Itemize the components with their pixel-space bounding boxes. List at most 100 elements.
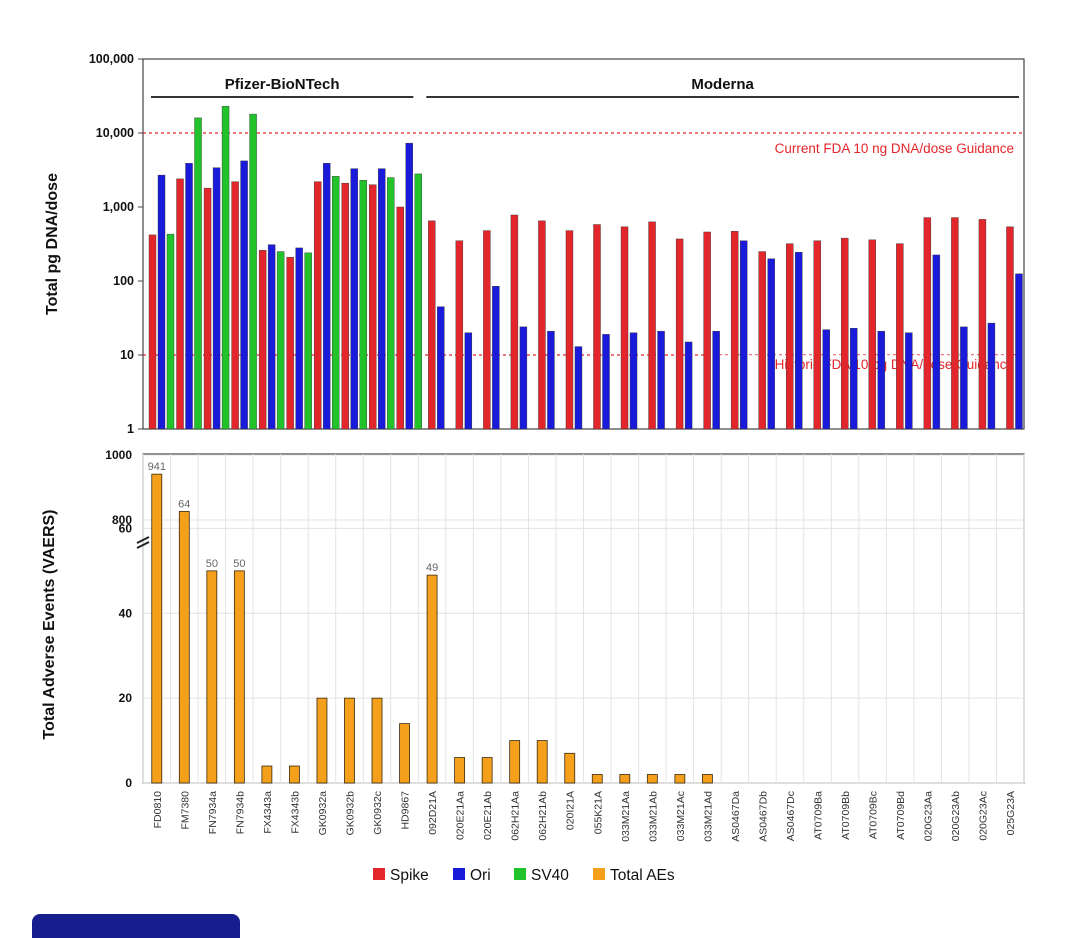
x-tick-label: 020I21A — [565, 791, 577, 830]
x-tick-label: 033M21Ab — [647, 791, 659, 842]
x-tick-label: 020E21Aa — [455, 791, 467, 840]
bar-ori — [712, 330, 720, 430]
bar-ori — [657, 330, 665, 430]
legend-label: Total AEs — [610, 867, 675, 884]
bar-total-aes — [261, 765, 273, 784]
x-tick-label: AS0467Db — [757, 791, 769, 842]
bar-total-aes — [536, 740, 548, 784]
bar-ori — [960, 326, 968, 430]
data-label: 50 — [206, 558, 218, 570]
bar-total-aes — [619, 774, 631, 784]
x-tick-label: AT0709Ba — [813, 791, 825, 840]
bar-total-aes — [206, 570, 218, 784]
group-label: Moderna — [691, 76, 754, 93]
x-tick-label: 025G23A — [1005, 791, 1017, 835]
bar-spike — [648, 221, 656, 430]
data-label: 49 — [426, 562, 438, 574]
bar-spike — [510, 214, 519, 430]
x-tick-label: FX4343b — [289, 791, 301, 834]
dna-per-dose-chart: 1 10 100 1,000 10,000 100,000 Total pg DNA/dos… — [44, 52, 1025, 436]
y-tick-label: 1000 — [105, 448, 132, 462]
bar-ori — [157, 174, 166, 430]
bar-spike — [428, 220, 436, 430]
bar-ori — [322, 163, 331, 430]
bar-spike — [313, 181, 322, 430]
bar-total-aes — [701, 774, 713, 784]
bar-spike — [675, 238, 684, 430]
bar-spike — [593, 224, 601, 430]
bar-ori — [987, 322, 996, 430]
bar-spike — [730, 231, 739, 430]
x-tick-label: AT0709Bb — [840, 791, 852, 840]
bar-spike — [951, 217, 959, 430]
bar-total-aes — [426, 574, 438, 784]
y-tick-label: 1 — [127, 422, 134, 436]
y-tick-label: 800 — [112, 513, 132, 527]
bar-total-aes — [316, 697, 328, 784]
bar-spike — [896, 243, 904, 430]
legend-swatch — [373, 868, 385, 880]
x-tick-label: GK0932b — [344, 791, 356, 836]
x-tick-label: 033M21Ac — [675, 791, 687, 841]
x-tick-label: FN7934b — [234, 791, 246, 834]
legend-swatch — [593, 868, 605, 880]
bar-spike — [258, 250, 267, 430]
bar-total-aes — [151, 473, 163, 784]
x-tick-label: HD9867 — [400, 791, 412, 830]
bar-ori — [405, 142, 413, 430]
bar-sv40 — [249, 113, 257, 430]
legend: Spike Ori SV40 Total AEs — [373, 867, 675, 884]
data-label: 64 — [178, 498, 190, 510]
x-tick-label: FM7380 — [179, 791, 191, 830]
bar-sv40 — [166, 233, 175, 430]
bar-sv40 — [221, 106, 230, 430]
bar-ori — [547, 330, 555, 430]
bar-ori — [212, 167, 221, 430]
bar-total-aes — [646, 774, 658, 784]
bar-spike — [286, 256, 294, 430]
bar-spike — [620, 226, 629, 430]
bar-sv40 — [331, 176, 340, 430]
y-tick-label: 0 — [125, 776, 132, 790]
bottom-nav-bar[interactable] — [32, 914, 240, 938]
x-tick-label: 092D21A — [427, 791, 439, 835]
x-tick-label: 033M21Ad — [702, 791, 714, 842]
x-tick-label: AT0709Bd — [895, 791, 907, 840]
bar-total-aes — [454, 757, 466, 784]
bar-total-aes — [344, 697, 355, 784]
x-tick-label: AS0467Dc — [785, 791, 797, 841]
bar-ori — [739, 240, 748, 430]
bar-spike — [758, 251, 766, 430]
bar-spike — [868, 239, 877, 430]
bar-ori — [350, 168, 358, 430]
x-tick-label: 020G23Ab — [950, 791, 962, 841]
bar-spike — [813, 240, 821, 430]
bar-ori — [767, 258, 775, 430]
bar-total-aes — [564, 752, 576, 784]
y-tick-label: 1,000 — [103, 200, 134, 214]
bar-sv40 — [194, 117, 202, 430]
x-tick-label: 062H21Aa — [510, 791, 522, 841]
reference-line-label: Current FDA 10 ng DNA/dose Guidance — [775, 141, 1014, 156]
bar-spike — [786, 243, 794, 430]
bar-spike — [231, 181, 239, 430]
x-tick-label: FX4343a — [262, 791, 274, 834]
bar-ori — [932, 254, 941, 430]
bar-ori — [602, 334, 610, 430]
bar-sv40 — [304, 252, 312, 430]
x-tick-label: 020G23Ac — [978, 791, 990, 841]
bar-spike — [703, 231, 711, 430]
data-label: 50 — [233, 558, 245, 570]
bar-total-aes — [399, 723, 410, 784]
bar-ori — [378, 168, 386, 430]
bar-spike — [148, 234, 157, 430]
group-label: Pfizer-BioNTech — [225, 76, 340, 93]
x-tick-label: AT0709Bc — [868, 791, 880, 839]
bar-ori — [684, 341, 693, 430]
bar-ori — [629, 332, 638, 430]
x-tick-label: FD0810 — [152, 791, 164, 829]
y-axis-title: Total Adverse Events (VAERS) — [41, 510, 58, 740]
x-tick-label: GK0932a — [317, 791, 329, 836]
y-tick-label: 40 — [119, 606, 133, 620]
bar-sv40 — [359, 180, 367, 430]
